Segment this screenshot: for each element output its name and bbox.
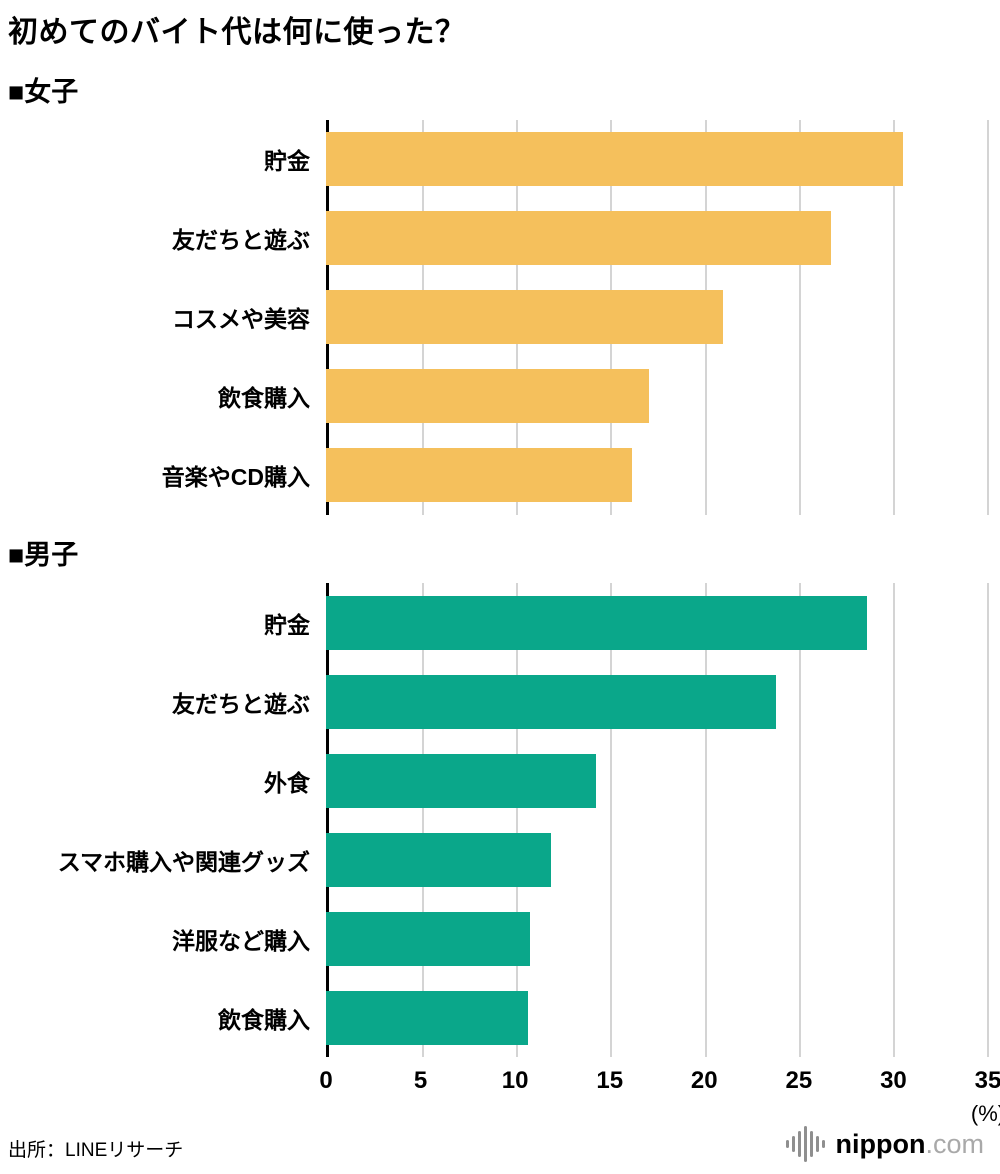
category-label: 貯金: [264, 148, 310, 175]
x-tick-label: 10: [501, 1067, 529, 1095]
gridline: [704, 583, 707, 1058]
nippon-logo: nippon.com: [785, 1126, 984, 1162]
logo-tld: .com: [925, 1128, 984, 1159]
x-tick-label: 25: [785, 1067, 813, 1095]
bar-track: [326, 132, 988, 187]
bar-track: [326, 290, 988, 345]
gridline: [610, 583, 613, 1058]
bar: [326, 211, 831, 266]
category-label: 友だちと遊ぶ: [172, 690, 310, 717]
chart-section-boys: ■男子 貯金友だちと遊ぶ外食スマホ購入や関連グッズ洋服など購入飲食購入: [8, 539, 989, 1058]
bar-track: [326, 595, 988, 650]
bar-row: 洋服など購入: [8, 899, 988, 978]
chart-section-girls: ■女子 貯金友だちと遊ぶ コスメや美容飲食購入音楽やCD購入: [8, 76, 989, 515]
soundwave-icon: [785, 1126, 825, 1162]
category-label: スマホ購入や関連グッズ: [57, 848, 310, 875]
bar: [326, 832, 552, 887]
x-tick-label: 15: [596, 1067, 624, 1095]
bar-row: スマホ購入や関連グッズ: [8, 820, 988, 899]
bar-track: [326, 448, 988, 503]
bar: [326, 674, 777, 729]
bar-track: [326, 832, 988, 887]
gridline: [422, 583, 425, 1058]
category-label: 外食: [264, 769, 310, 796]
page-title: 初めてのバイト代は何に使った？: [8, 16, 466, 49]
category-label: 飲食購入: [218, 385, 310, 412]
x-axis: 0 5 10 15 20 25 30 35 (%): [319, 1057, 1000, 1143]
bar-row: 音楽やCD購入: [8, 436, 988, 515]
bar: [326, 595, 867, 650]
gridline: [892, 119, 895, 515]
category-label: 音楽やCD購入: [161, 464, 310, 491]
bar-track: [326, 990, 988, 1045]
bar: [326, 369, 650, 424]
gridline: [987, 119, 989, 515]
x-tick-label: 0: [319, 1067, 333, 1095]
x-tick-label: 30: [880, 1067, 907, 1095]
bar-chart-boys: 貯金友だちと遊ぶ外食スマホ購入や関連グッズ洋服など購入飲食購入: [8, 583, 989, 1058]
bar: [326, 753, 597, 808]
logo-name: nippon: [835, 1128, 926, 1159]
logo-wordmark: nippon.com: [835, 1128, 984, 1159]
section-title-boys: ■男子: [8, 539, 79, 570]
bar-row: 貯金: [8, 583, 988, 662]
bar-track: [326, 211, 988, 266]
x-tick-label: 5: [413, 1067, 428, 1095]
bar-row: 貯金: [8, 120, 988, 199]
category-label: 友だちと遊ぶ: [172, 227, 310, 254]
bar-row: コスメや美容: [8, 278, 988, 357]
category-label: 洋服など購入: [172, 927, 310, 954]
x-tick-label: 35: [974, 1067, 1000, 1095]
gridline: [892, 583, 895, 1058]
bar-row: 飲食購入: [8, 357, 988, 436]
bar: [326, 290, 724, 345]
bar-track: [326, 753, 988, 808]
bar-row: 飲食購入: [8, 978, 988, 1057]
gridline: [987, 583, 989, 1058]
x-tick-label: 20: [690, 1067, 718, 1095]
section-title-girls: ■女子: [8, 76, 79, 107]
bar-row: 友だちと遊ぶ: [8, 199, 988, 278]
gridline: [516, 583, 519, 1058]
x-axis-unit-label: (%): [970, 1101, 1000, 1127]
bar: [326, 990, 529, 1045]
bar-track: [326, 674, 988, 729]
bar-chart-girls: 貯金友だちと遊ぶ コスメや美容飲食購入音楽やCD購入: [8, 119, 989, 515]
bar: [326, 911, 531, 966]
bar-track: [326, 369, 988, 424]
bar: [326, 448, 633, 503]
gridline: [798, 119, 801, 515]
bar-row: 外食: [8, 741, 988, 820]
bar-track: [326, 911, 988, 966]
footer: 出所：LINEリサーチ nippon.com: [8, 1126, 984, 1162]
category-label: 飲食購入: [218, 1006, 310, 1033]
bar: [326, 132, 903, 187]
category-label: コスメや美容: [172, 306, 310, 333]
bar-row: 友だちと遊ぶ: [8, 662, 988, 741]
category-label: 貯金: [264, 611, 310, 638]
source-text: 出所：LINEリサーチ: [8, 1140, 184, 1161]
plot-area: [326, 583, 989, 1058]
gridline: [798, 583, 801, 1058]
